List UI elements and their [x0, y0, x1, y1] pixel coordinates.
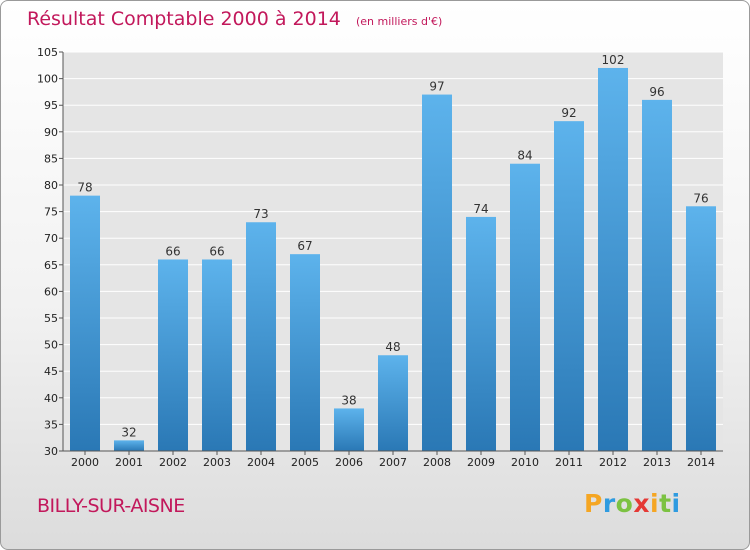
x-tick-label: 2008 — [423, 456, 451, 469]
chart-title: Résultat Comptable 2000 à 2014 (en milli… — [27, 8, 442, 30]
y-tick-label: 35 — [44, 418, 58, 431]
logo-letter: o — [615, 489, 634, 518]
data-label: 73 — [253, 207, 268, 221]
y-tick-label: 95 — [44, 99, 58, 112]
bar — [290, 254, 320, 451]
logo-letter: P — [584, 489, 603, 518]
data-label: 78 — [77, 181, 92, 195]
data-label: 92 — [561, 106, 576, 120]
commune-name: BILLY-SUR-AISNE — [37, 495, 185, 517]
y-tick-label: 45 — [44, 365, 58, 378]
unit-note: (en milliers d'€) — [355, 15, 443, 28]
x-tick-label: 2007 — [379, 456, 407, 469]
data-label: 74 — [473, 202, 488, 216]
x-tick-label: 2002 — [159, 456, 187, 469]
data-label: 48 — [385, 340, 400, 354]
y-tick-label: 55 — [44, 312, 58, 325]
proxiti-logo: Proxiti — [584, 489, 681, 518]
y-tick-label: 90 — [44, 126, 58, 139]
y-tick-label: 80 — [44, 179, 58, 192]
y-tick-label: 40 — [44, 392, 58, 405]
data-label: 32 — [121, 425, 136, 439]
y-tick-label: 30 — [44, 445, 58, 458]
x-tick-label: 2003 — [203, 456, 231, 469]
data-label: 66 — [165, 244, 180, 258]
bar — [114, 440, 144, 451]
logo-letter: i — [650, 489, 660, 518]
x-tick-label: 2004 — [247, 456, 275, 469]
bar — [422, 94, 452, 451]
x-tick-label: 2010 — [511, 456, 539, 469]
x-tick-label: 2009 — [467, 456, 495, 469]
data-label: 97 — [429, 80, 444, 94]
bar — [642, 99, 672, 451]
data-label: 38 — [341, 393, 356, 407]
y-tick-label: 105 — [37, 46, 58, 59]
y-tick-label: 50 — [44, 339, 58, 352]
bar — [246, 222, 276, 451]
bar — [378, 355, 408, 451]
y-tick-label: 60 — [44, 285, 58, 298]
data-label: 76 — [693, 191, 708, 205]
bar — [510, 163, 540, 451]
logo-letter: r — [602, 489, 616, 518]
y-tick-label: 70 — [44, 232, 58, 245]
data-label: 67 — [297, 239, 312, 253]
x-tick-label: 2001 — [115, 456, 143, 469]
logo-letter: i — [671, 489, 681, 518]
data-label: 96 — [649, 85, 664, 99]
bar — [598, 67, 628, 452]
logo-letter: x — [633, 489, 650, 518]
bar — [554, 121, 584, 451]
data-label: 102 — [602, 53, 625, 67]
bar — [158, 259, 188, 451]
x-tick-label: 2005 — [291, 456, 319, 469]
x-tick-label: 2014 — [687, 456, 715, 469]
x-tick-label: 2006 — [335, 456, 363, 469]
x-tick-label: 2000 — [71, 456, 99, 469]
bar — [202, 259, 232, 451]
y-tick-label: 75 — [44, 206, 58, 219]
data-label: 66 — [209, 244, 224, 258]
x-tick-label: 2012 — [599, 456, 627, 469]
bar — [334, 408, 364, 451]
y-tick-label: 85 — [44, 152, 58, 165]
title-text: Résultat Comptable 2000 à 2014 — [27, 8, 341, 30]
data-label: 84 — [517, 149, 532, 163]
logo-letter: t — [659, 489, 672, 518]
bar — [70, 195, 100, 451]
y-tick-label: 65 — [44, 259, 58, 272]
bar — [686, 206, 716, 451]
x-tick-label: 2011 — [555, 456, 583, 469]
x-tick-label: 2013 — [643, 456, 671, 469]
bar — [466, 216, 496, 451]
y-tick-label: 100 — [37, 73, 58, 86]
